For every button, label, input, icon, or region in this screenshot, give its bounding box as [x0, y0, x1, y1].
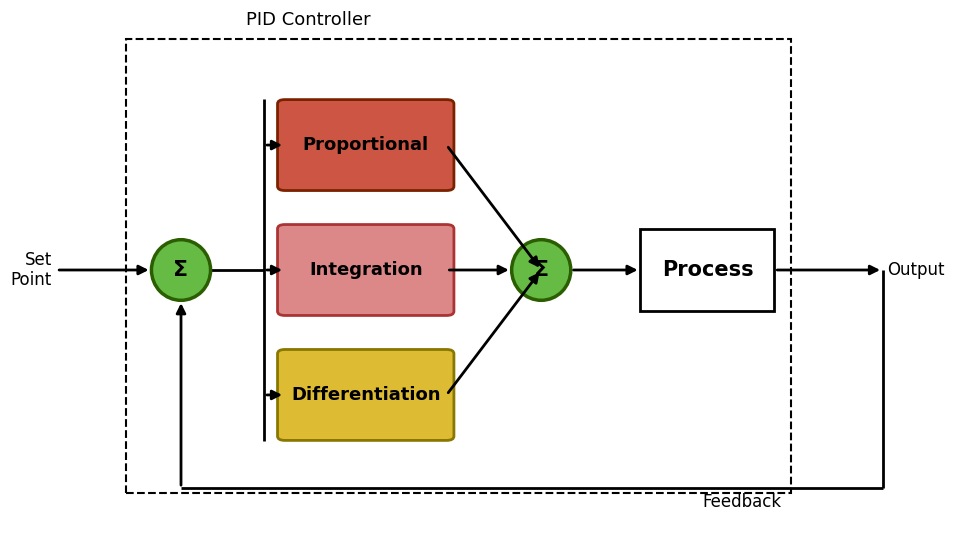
Ellipse shape	[512, 240, 571, 300]
FancyBboxPatch shape	[277, 99, 454, 191]
Text: Σ: Σ	[174, 260, 188, 280]
Text: Proportional: Proportional	[302, 136, 429, 154]
Text: Set
Point: Set Point	[11, 251, 52, 289]
Text: Output: Output	[888, 261, 945, 279]
Text: Process: Process	[661, 260, 754, 280]
Text: Feedback: Feedback	[702, 494, 781, 511]
FancyBboxPatch shape	[277, 225, 454, 315]
Text: Integration: Integration	[309, 261, 422, 279]
FancyBboxPatch shape	[277, 349, 454, 441]
Bar	[640, 229, 775, 311]
Ellipse shape	[152, 240, 210, 300]
Text: Σ: Σ	[534, 260, 549, 280]
Bar	[126, 39, 791, 494]
Text: PID Controller: PID Controller	[246, 11, 371, 29]
Text: Differentiation: Differentiation	[291, 386, 441, 404]
